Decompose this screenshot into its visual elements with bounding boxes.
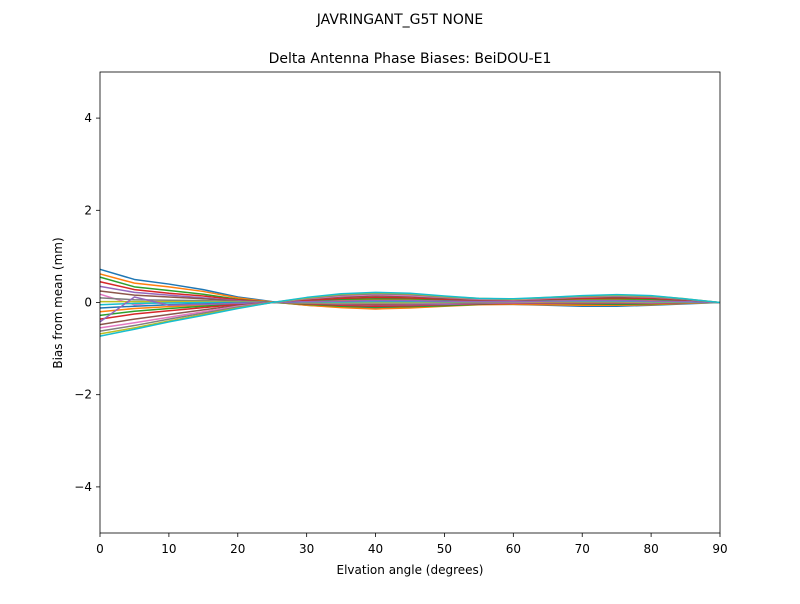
series-line-2 [99,273,721,310]
series-line-16 [99,295,721,326]
series-line-15 [99,296,721,323]
y-axis-ticks: −4 −2 0 2 4 [74,111,100,494]
x-tick-label: 70 [575,542,590,556]
y-tick-label: 0 [84,296,92,310]
figure-suptitle: JAVRINGANT_G5T NONE [316,12,484,28]
chart-title: Delta Antenna Phase Biases: BeiDOU-E1 [269,51,552,67]
x-tick-label: 80 [643,542,658,556]
x-tick-label: 20 [230,542,245,556]
series-line-3 [99,276,721,308]
y-tick-label: 4 [84,111,92,125]
series-layer [99,268,721,337]
series-line-14 [99,296,721,320]
x-tick-label: 90 [712,542,727,556]
x-tick-label: 10 [161,542,176,556]
x-axis-ticks: 0 10 20 30 40 50 60 70 80 90 [96,533,728,556]
x-tick-label: 60 [506,542,521,556]
x-tick-label: 30 [299,542,314,556]
series-line-20 [99,291,721,337]
y-axis-label: Bias from mean (mm) [51,237,65,368]
y-tick-label: 2 [84,203,92,217]
series-line-13 [99,298,721,317]
y-tick-label: −4 [74,480,92,494]
x-tick-label: 50 [437,542,452,556]
y-tick-label: −2 [74,388,92,402]
x-tick-label: 0 [96,542,104,556]
x-axis-label: Elvation angle (degrees) [337,563,484,577]
x-tick-label: 40 [368,542,383,556]
